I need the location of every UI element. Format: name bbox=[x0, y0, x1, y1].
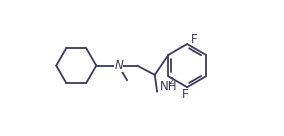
Text: 2: 2 bbox=[168, 77, 174, 86]
Text: F: F bbox=[182, 88, 189, 101]
Text: NH: NH bbox=[159, 80, 177, 93]
Text: F: F bbox=[191, 33, 197, 46]
Text: N: N bbox=[114, 59, 123, 72]
